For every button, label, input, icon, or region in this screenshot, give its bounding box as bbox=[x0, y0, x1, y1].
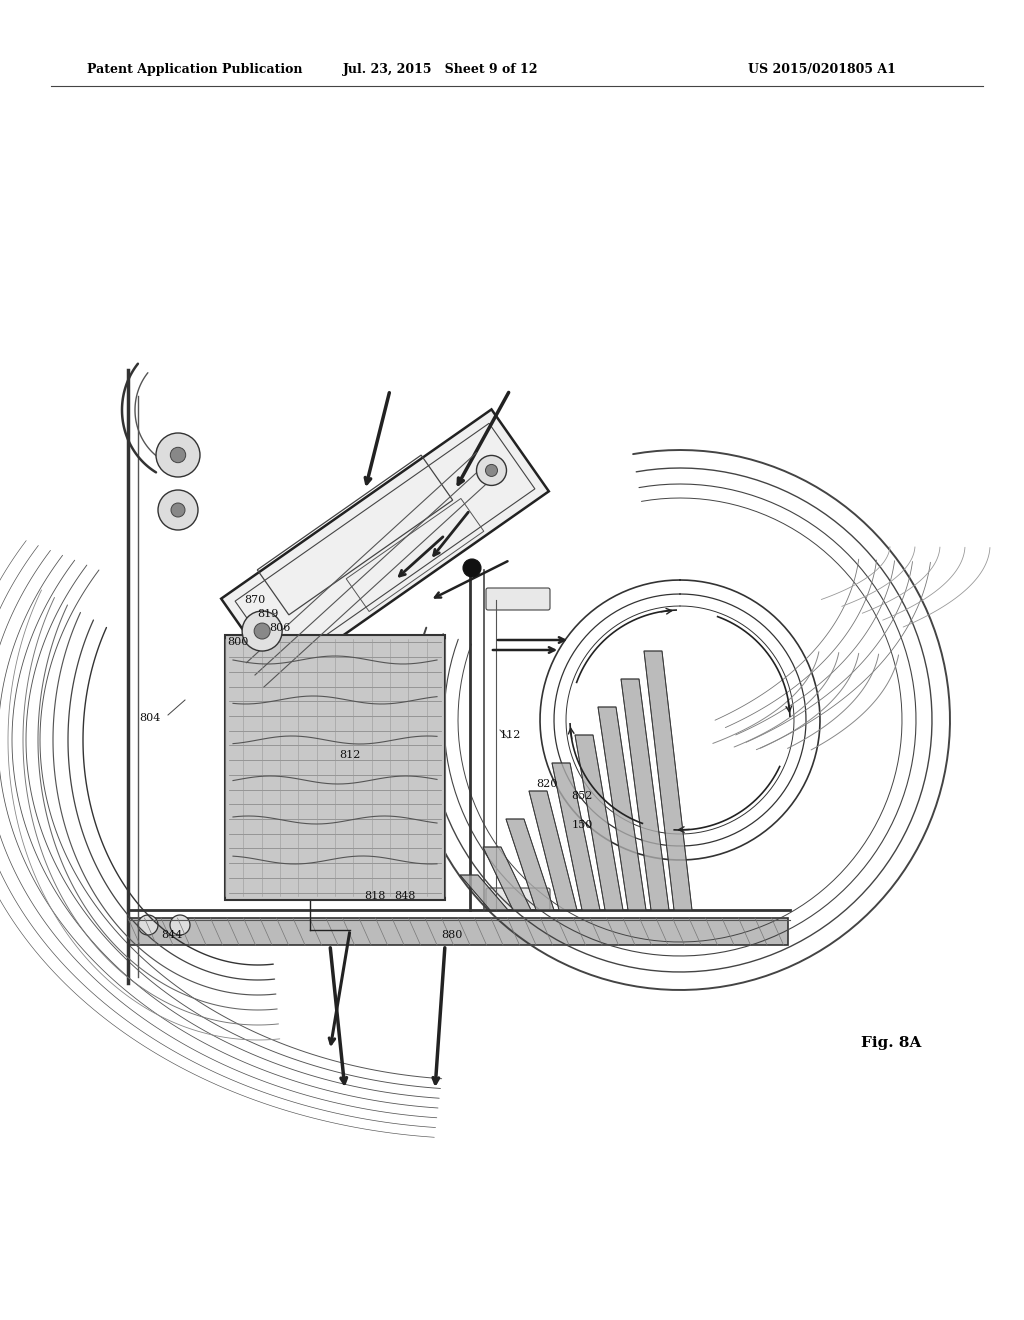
Circle shape bbox=[485, 465, 498, 477]
Text: 870: 870 bbox=[245, 595, 265, 605]
Text: 880: 880 bbox=[441, 931, 463, 940]
FancyBboxPatch shape bbox=[486, 888, 550, 909]
Polygon shape bbox=[644, 651, 692, 909]
Bar bbox=[128, 917, 788, 945]
Text: US 2015/0201805 A1: US 2015/0201805 A1 bbox=[748, 63, 895, 77]
Circle shape bbox=[170, 447, 185, 463]
Text: 800: 800 bbox=[227, 638, 249, 647]
Polygon shape bbox=[598, 708, 646, 909]
Polygon shape bbox=[575, 735, 623, 909]
Text: 848: 848 bbox=[394, 891, 416, 902]
Circle shape bbox=[171, 503, 185, 517]
Circle shape bbox=[254, 623, 270, 639]
Circle shape bbox=[476, 455, 507, 486]
Text: Jul. 23, 2015   Sheet 9 of 12: Jul. 23, 2015 Sheet 9 of 12 bbox=[343, 63, 538, 77]
Circle shape bbox=[242, 611, 283, 651]
Polygon shape bbox=[529, 791, 577, 909]
Text: 806: 806 bbox=[269, 623, 291, 634]
Polygon shape bbox=[552, 763, 600, 909]
Text: 818: 818 bbox=[365, 891, 386, 902]
Text: 820: 820 bbox=[537, 779, 558, 789]
Circle shape bbox=[138, 915, 158, 935]
FancyBboxPatch shape bbox=[486, 587, 550, 610]
Polygon shape bbox=[483, 847, 531, 909]
Polygon shape bbox=[621, 678, 669, 909]
Circle shape bbox=[463, 558, 481, 577]
Bar bbox=[225, 635, 445, 900]
Text: 819: 819 bbox=[257, 609, 279, 619]
Text: 150: 150 bbox=[571, 820, 593, 830]
Text: 844: 844 bbox=[162, 931, 182, 940]
Text: Patent Application Publication: Patent Application Publication bbox=[87, 63, 302, 77]
Polygon shape bbox=[221, 409, 549, 681]
Text: 852: 852 bbox=[571, 791, 593, 801]
Text: 112: 112 bbox=[500, 730, 520, 741]
Text: Fig. 8A: Fig. 8A bbox=[861, 1036, 921, 1049]
Polygon shape bbox=[460, 875, 508, 909]
Text: 812: 812 bbox=[339, 750, 360, 760]
Circle shape bbox=[156, 433, 200, 477]
Circle shape bbox=[170, 915, 190, 935]
Circle shape bbox=[158, 490, 198, 531]
Text: 804: 804 bbox=[139, 713, 161, 723]
Polygon shape bbox=[506, 818, 554, 909]
